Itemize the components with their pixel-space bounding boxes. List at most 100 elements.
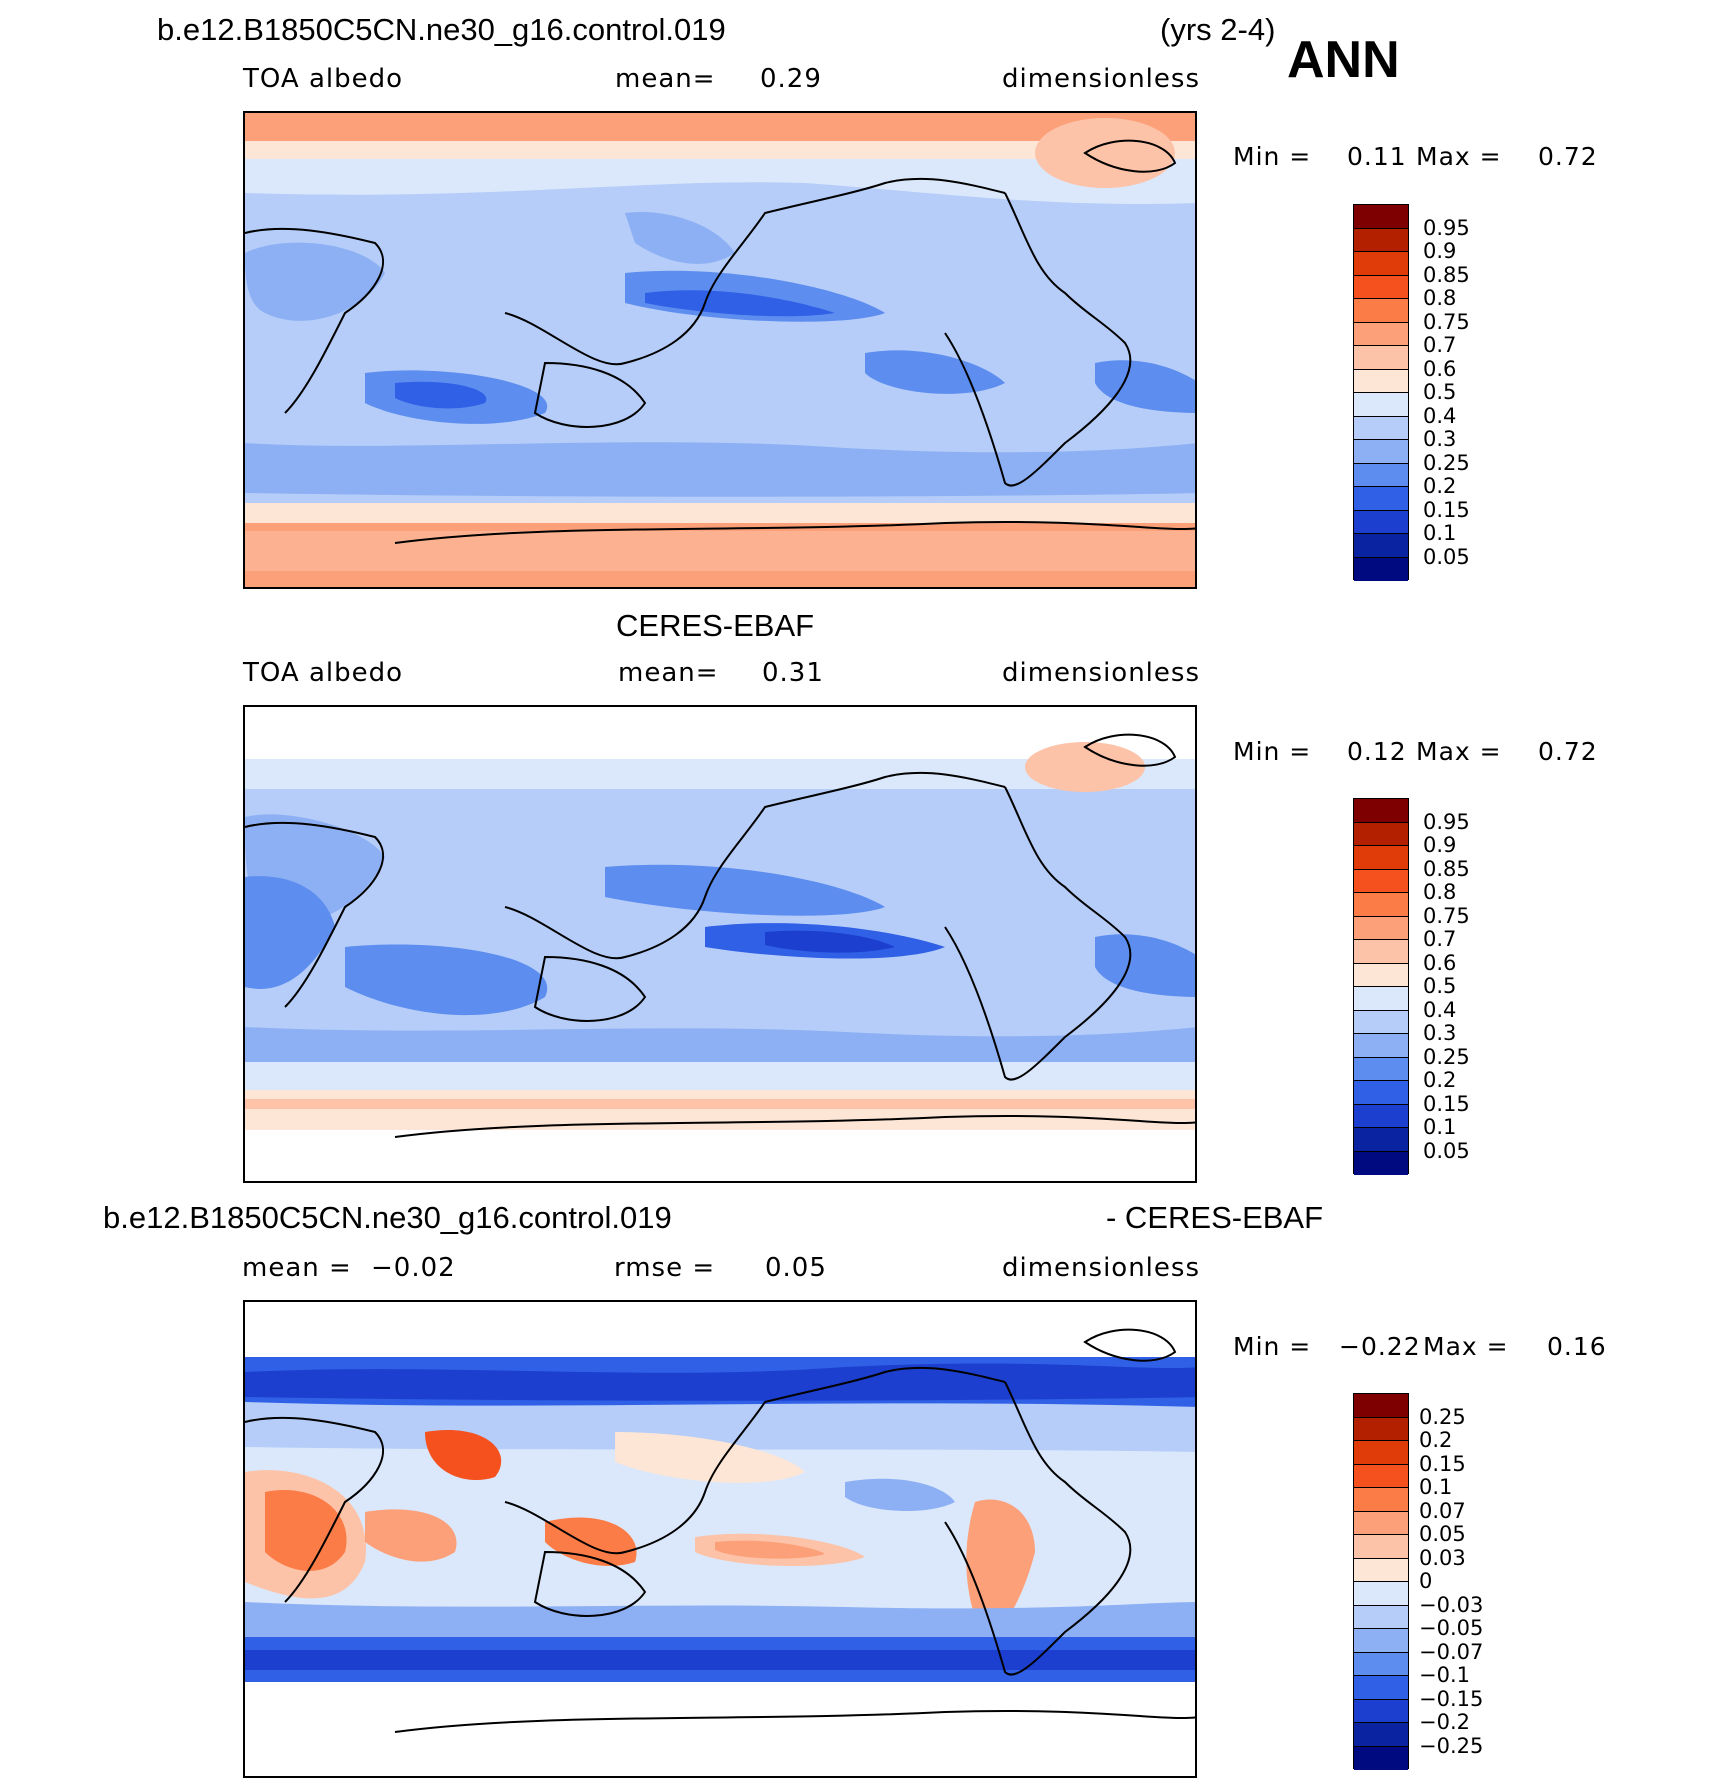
colorbar-swatch: [1354, 940, 1408, 964]
colorbar-swatch: [1354, 869, 1408, 893]
panel2-variable: TOA albedo: [243, 658, 404, 688]
colorbar-tick-label: 0.25: [1423, 450, 1470, 475]
colorbar-swatch: [1354, 1676, 1408, 1700]
panel3-max-label: Max =: [1423, 1332, 1509, 1361]
colorbar-swatch: [1354, 963, 1408, 987]
season-label: ANN: [1287, 31, 1400, 89]
colorbar-tick-label: −0.03: [1419, 1592, 1484, 1617]
panel1-min-value: 0.11: [1347, 142, 1407, 171]
colorbar-swatch: [1354, 510, 1408, 534]
panel3-units: dimensionless: [1002, 1253, 1200, 1283]
panel1-mean-label: mean=: [615, 64, 716, 94]
colorbar-swatch: [1354, 228, 1408, 252]
colorbar-tick-label: 0.9: [1423, 239, 1457, 263]
colorbar-swatch: [1354, 252, 1408, 276]
colorbar-tick-label: 0.1: [1423, 521, 1457, 545]
colorbar-swatch: [1354, 1057, 1408, 1081]
colorbar-tick-label: 0.25: [1423, 1044, 1470, 1069]
colorbar-tick-label: 0.05: [1423, 1138, 1470, 1163]
colorbar-swatch: [1354, 1652, 1408, 1676]
panel1-mean-value: 0.29: [760, 64, 822, 94]
colorbar-tick-label: 0.15: [1419, 1451, 1466, 1476]
colorbar-swatch: [1354, 987, 1408, 1011]
colorbar-tick-label: 0.15: [1423, 497, 1470, 522]
colorbar-swatch: [1354, 1151, 1408, 1175]
colorbar-swatch: [1354, 299, 1408, 323]
colorbar-tick-label: 0.25: [1419, 1404, 1466, 1429]
colorbar-tick-label: 0.4: [1423, 403, 1457, 428]
colorbar-swatch: [1354, 1582, 1408, 1606]
panel2-max-label: Max =: [1416, 737, 1502, 766]
colorbar-swatch: [1354, 1746, 1408, 1770]
colorbar-tick-label: 0.05: [1423, 544, 1470, 569]
colorbar-swatch: [1354, 1723, 1408, 1747]
colorbar-tick-label: −0.25: [1419, 1733, 1484, 1758]
colorbar-tick-label: 0.6: [1423, 950, 1457, 975]
panel2-max-value: 0.72: [1538, 737, 1598, 766]
colorbar-swatch: [1354, 346, 1408, 370]
colorbar-swatch: [1354, 1558, 1408, 1582]
colorbar-tick-label: 0.95: [1423, 215, 1470, 240]
colorbar-swatch: [1354, 416, 1408, 440]
colorbar-tick-label: 0.3: [1423, 1021, 1457, 1045]
colorbar-tick-label: −0.1: [1419, 1663, 1470, 1687]
colorbar-swatch: [1354, 205, 1408, 229]
colorbar-swatch: [1354, 1488, 1408, 1512]
colorbar-tick-label: 0.6: [1423, 356, 1457, 381]
panel3-min-value: −0.22: [1339, 1332, 1421, 1361]
colorbar-tick-label: 0.1: [1419, 1475, 1453, 1499]
colorbar-swatch: [1354, 1629, 1408, 1653]
panel2-title: CERES-EBAF: [616, 608, 815, 643]
colorbar-tick-label: −0.15: [1419, 1686, 1484, 1711]
colorbar-swatch: [1354, 846, 1408, 870]
panel1-max-value: 0.72: [1538, 142, 1598, 171]
colorbar-tick-label: 0.03: [1419, 1545, 1466, 1570]
colorbar-tick-label: 0.85: [1423, 856, 1470, 881]
colorbar-tick-label: 0.75: [1423, 309, 1470, 334]
panel2-map: [243, 705, 1197, 1183]
colorbar-tick-label: 0.75: [1423, 903, 1470, 928]
colorbar-swatch: [1354, 1535, 1408, 1559]
panel2-mean-label: mean=: [618, 658, 719, 688]
panel2-mean-value: 0.31: [762, 658, 824, 688]
colorbar-swatch: [1354, 1104, 1408, 1128]
colorbar-tick-label: 0.2: [1419, 1428, 1453, 1452]
panel3-rmse-label: rmse =: [614, 1253, 716, 1283]
panel3-title-right: - CERES-EBAF: [1106, 1200, 1324, 1235]
panel3-rmse-value: 0.05: [765, 1253, 827, 1283]
panel3-max-value: 0.16: [1547, 1332, 1607, 1361]
colorbar-tick-label: 0.4: [1423, 997, 1457, 1022]
colorbar-swatch: [1354, 916, 1408, 940]
colorbar-swatch: [1354, 893, 1408, 917]
panel3-colorbar: [1353, 1393, 1409, 1770]
colorbar-swatch: [1354, 1464, 1408, 1488]
panel1-variable: TOA albedo: [243, 64, 404, 94]
colorbar-swatch: [1354, 1699, 1408, 1723]
colorbar-tick-label: 0.1: [1423, 1115, 1457, 1139]
years-label: (yrs 2-4): [1160, 12, 1276, 47]
colorbar-swatch: [1354, 1010, 1408, 1034]
colorbar-tick-label: 0.2: [1423, 1068, 1457, 1092]
colorbar-tick-label: 0.5: [1423, 380, 1457, 404]
colorbar-swatch: [1354, 440, 1408, 464]
colorbar-tick-label: −0.2: [1419, 1710, 1470, 1734]
colorbar-swatch: [1354, 1605, 1408, 1629]
colorbar-swatch: [1354, 1128, 1408, 1152]
colorbar-swatch: [1354, 487, 1408, 511]
colorbar-tick-label: 0.05: [1419, 1522, 1466, 1546]
colorbar-swatch: [1354, 799, 1408, 823]
case-title: b.e12.B1850C5CN.ne30_g16.control.019: [157, 12, 726, 47]
colorbar-swatch: [1354, 463, 1408, 487]
colorbar-swatch: [1354, 1417, 1408, 1441]
colorbar-tick-label: 0.7: [1423, 333, 1457, 357]
colorbar-tick-label: 0.9: [1423, 833, 1457, 857]
colorbar-swatch: [1354, 557, 1408, 581]
panel1-max-label: Max =: [1416, 142, 1502, 171]
panel2-units: dimensionless: [1002, 658, 1200, 688]
colorbar-swatch: [1354, 534, 1408, 558]
panel2-colorbar: [1353, 798, 1409, 1175]
panel3-min-label: Min =: [1233, 1332, 1312, 1361]
colorbar-tick-label: 0: [1419, 1569, 1433, 1593]
panel3-mean-label: mean =: [242, 1253, 352, 1283]
colorbar-tick-label: 0.07: [1419, 1498, 1466, 1523]
